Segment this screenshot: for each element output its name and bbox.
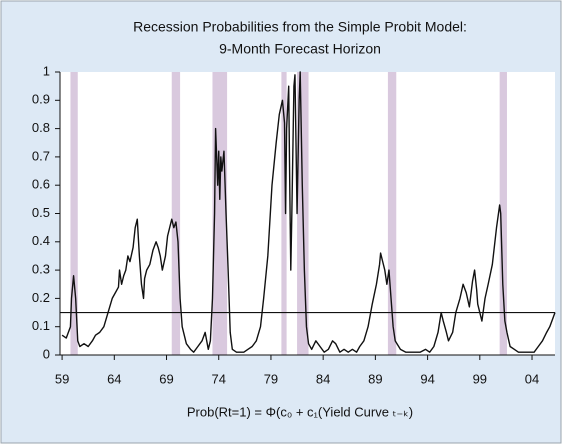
y-tick-label: 0.6 bbox=[32, 177, 50, 192]
recession-band bbox=[171, 72, 181, 355]
x-tick-label: 04 bbox=[525, 371, 539, 386]
y-tick-label: 1 bbox=[43, 63, 50, 78]
data-line bbox=[61, 71, 556, 353]
x-tick-label: 74 bbox=[211, 371, 225, 386]
y-tick-label: 0.8 bbox=[32, 120, 50, 135]
recession-band bbox=[387, 72, 397, 355]
y-tick-label: 0.4 bbox=[32, 233, 50, 248]
recession-band bbox=[281, 72, 287, 355]
x-tick-label: 94 bbox=[420, 371, 434, 386]
x-tick-label: 99 bbox=[473, 371, 487, 386]
y-tick-label: 0.2 bbox=[32, 290, 50, 305]
y-tick-label: 0 bbox=[43, 346, 50, 361]
recession-band bbox=[499, 72, 507, 355]
y-tick-label: 0.9 bbox=[32, 92, 50, 107]
x-tick-label: 89 bbox=[368, 371, 382, 386]
chart-subtitle: 9-Month Forecast Horizon bbox=[219, 41, 381, 57]
y-tick-label: 0.1 bbox=[32, 318, 50, 333]
x-tick-label: 64 bbox=[107, 371, 121, 386]
x-tick-label: 84 bbox=[316, 371, 330, 386]
recession-band bbox=[70, 72, 78, 355]
y-tick-label: 0.5 bbox=[32, 205, 50, 220]
x-tick-label: 69 bbox=[159, 371, 173, 386]
x-tick-label: 79 bbox=[264, 371, 278, 386]
y-tick-label: 0.3 bbox=[32, 262, 50, 277]
x-axis-title: Prob(Rt=1) = Φ(c₀ + c₁(Yield Curve ₜ₋ₖ) bbox=[187, 404, 413, 419]
y-tick-label: 0.7 bbox=[32, 148, 50, 163]
x-tick-label: 59 bbox=[55, 371, 69, 386]
chart-title: Recession Probabilities from the Simple … bbox=[133, 19, 467, 35]
